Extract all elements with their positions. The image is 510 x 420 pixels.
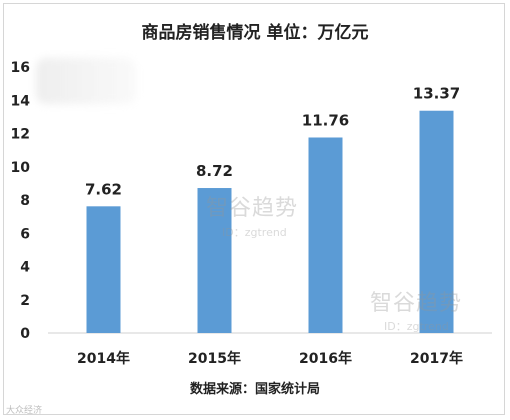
y-tick-label: 0 (20, 326, 30, 342)
bar-value-label: 13.37 (413, 85, 460, 103)
bar-value-label: 8.72 (196, 162, 233, 180)
x-tick-label: 2017年 (410, 350, 463, 367)
y-tick-label: 10 (11, 160, 31, 176)
bar (419, 110, 454, 333)
y-tick-label: 12 (11, 127, 30, 143)
y-tick-label: 4 (20, 260, 30, 276)
y-tick-label: 8 (20, 193, 30, 209)
source-note: 数据来源：国家统计局 (189, 382, 320, 397)
blurred-overlay (36, 58, 136, 104)
y-tick-label: 14 (11, 93, 31, 109)
y-axis: 0 2 4 6 8 10 12 14 16 (11, 60, 31, 342)
chart-title: 商品房销售情况 单位：万亿元 (141, 23, 369, 43)
bar-value-label: 7.62 (85, 180, 122, 198)
bars-group (86, 110, 454, 333)
data-labels-group: 7.62 8.72 11.76 13.37 (85, 85, 460, 199)
bar-value-label: 11.76 (302, 111, 349, 129)
y-tick-label: 2 (20, 293, 30, 309)
x-tick-label: 2014年 (77, 350, 130, 367)
bar (308, 137, 343, 333)
corner-watermark: 大众经济 (6, 406, 43, 416)
y-tick-label: 6 (20, 226, 30, 242)
x-axis: 2014年 2015年 2016年 2017年 (48, 332, 492, 367)
x-tick-label: 2015年 (188, 350, 241, 367)
bar (86, 206, 121, 333)
bar (197, 188, 232, 333)
y-tick-label: 16 (11, 60, 30, 76)
x-tick-label: 2016年 (299, 350, 352, 367)
